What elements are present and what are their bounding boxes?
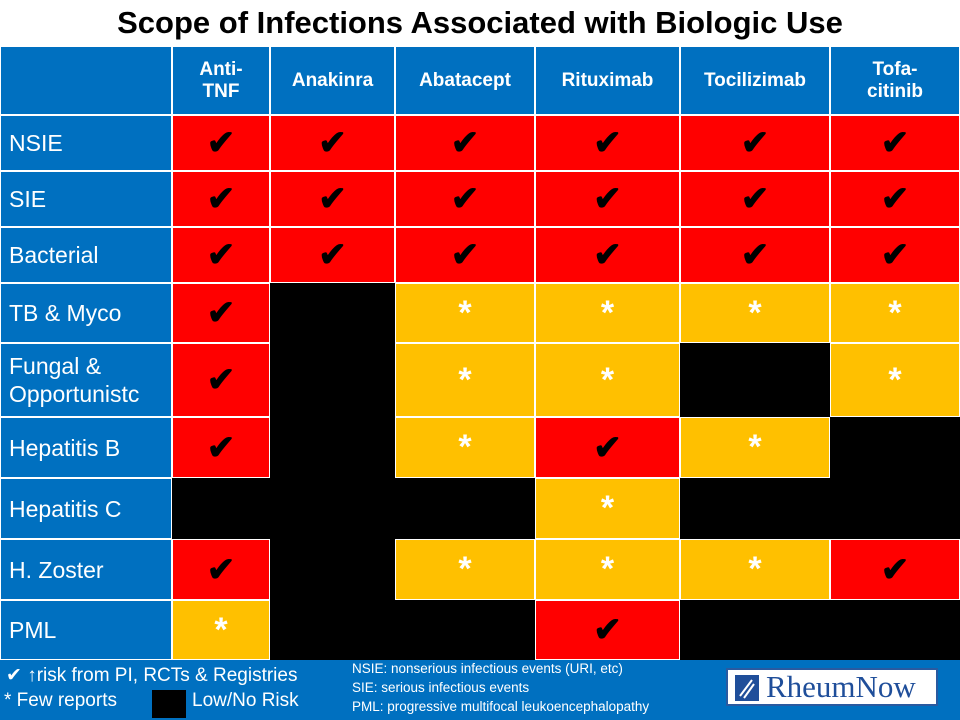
header-line: Tocilizimab — [703, 69, 807, 91]
cell: ✔ — [271, 228, 394, 282]
row-label: Hepatitis B — [1, 418, 171, 477]
cell: ✔ — [271, 172, 394, 226]
note: PML: progressive multifocal leukoencepha… — [352, 699, 650, 714]
cell — [270, 478, 395, 539]
cell: * — [681, 284, 829, 342]
cell — [270, 417, 395, 478]
row-label: PML — [1, 601, 171, 659]
legend-black: Low/No Risk — [192, 690, 299, 711]
header-line: Rituximab — [561, 69, 654, 91]
logo-icon — [735, 675, 759, 701]
header-line: Tofa- — [872, 58, 918, 80]
cell — [270, 283, 395, 343]
row-label: Bacterial — [1, 228, 171, 282]
cell: ✔ — [536, 172, 679, 226]
cell: * — [536, 540, 679, 599]
cell — [680, 343, 830, 417]
cell: ✔ — [681, 228, 829, 282]
cell — [270, 343, 395, 417]
cell: * — [536, 479, 679, 538]
cell: * — [681, 540, 829, 599]
legend-black-swatch — [152, 690, 186, 718]
row-label: NSIE — [1, 116, 171, 170]
column-header: Tofa-citinib — [831, 47, 959, 114]
cell: ✔ — [681, 116, 829, 170]
cell: * — [536, 284, 679, 342]
legend-check: ✔ ↑risk from PI, RCTs & Registries — [6, 665, 298, 686]
cell: ✔ — [536, 228, 679, 282]
cell: * — [536, 344, 679, 416]
row-label: SIE — [1, 172, 171, 226]
cell — [830, 478, 960, 539]
cell: ✔ — [831, 116, 959, 170]
logo-text: RheumNow — [766, 669, 916, 704]
row-label: Fungal & Opportunistc — [1, 344, 171, 416]
cell: ✔ — [831, 172, 959, 226]
logo: RheumNow — [726, 668, 938, 706]
cell: * — [831, 284, 959, 342]
cell — [680, 600, 830, 660]
cell — [172, 478, 270, 539]
cell: ✔ — [173, 172, 269, 226]
note: NSIE: nonserious infectious events (URI,… — [352, 661, 623, 676]
cell: ✔ — [396, 172, 534, 226]
cell: ✔ — [173, 344, 269, 416]
cell — [395, 600, 535, 660]
cell: ✔ — [831, 228, 959, 282]
header-line: citinib — [867, 80, 923, 102]
cell: * — [396, 344, 534, 416]
column-header: Anti- TNF — [173, 47, 269, 114]
header-line: TNF — [202, 80, 240, 102]
cell: ✔ — [173, 228, 269, 282]
cell: ✔ — [173, 540, 269, 599]
row-label: Hepatitis C — [1, 479, 171, 538]
header-line: Anakinra — [291, 69, 374, 91]
cell: ✔ — [681, 172, 829, 226]
cell: * — [396, 418, 534, 477]
cell: ✔ — [173, 284, 269, 342]
legend-star: * Few reports — [4, 690, 117, 711]
cell: ✔ — [173, 116, 269, 170]
header-corner — [1, 47, 171, 114]
row-label: H. Zoster — [1, 540, 171, 599]
cell: ✔ — [396, 116, 534, 170]
cell: ✔ — [396, 228, 534, 282]
cell — [270, 539, 395, 600]
cell: * — [173, 601, 269, 659]
note: SIE: serious infectious events — [352, 680, 530, 695]
cell: ✔ — [536, 116, 679, 170]
header-line: Anti- — [199, 58, 243, 80]
cell — [270, 600, 395, 660]
slide-title: Scope of Infections Associated with Biol… — [117, 5, 843, 40]
cell — [680, 478, 830, 539]
cell: ✔ — [271, 116, 394, 170]
column-header: Tocilizimab — [681, 47, 829, 114]
cell — [830, 417, 960, 478]
column-header: Anakinra — [271, 47, 394, 114]
cell: * — [681, 418, 829, 477]
cell — [395, 478, 535, 539]
cell: ✔ — [831, 540, 959, 599]
cell: * — [396, 540, 534, 599]
cell: * — [396, 284, 534, 342]
row-label: TB & Myco — [1, 284, 171, 342]
cell: ✔ — [536, 601, 679, 659]
header-line: Abatacept — [419, 69, 511, 91]
column-header: Rituximab — [536, 47, 679, 114]
column-header: Abatacept — [396, 47, 534, 114]
cell: ✔ — [173, 418, 269, 477]
cell: * — [831, 344, 959, 416]
cell — [830, 600, 960, 660]
cell: ✔ — [536, 418, 679, 477]
